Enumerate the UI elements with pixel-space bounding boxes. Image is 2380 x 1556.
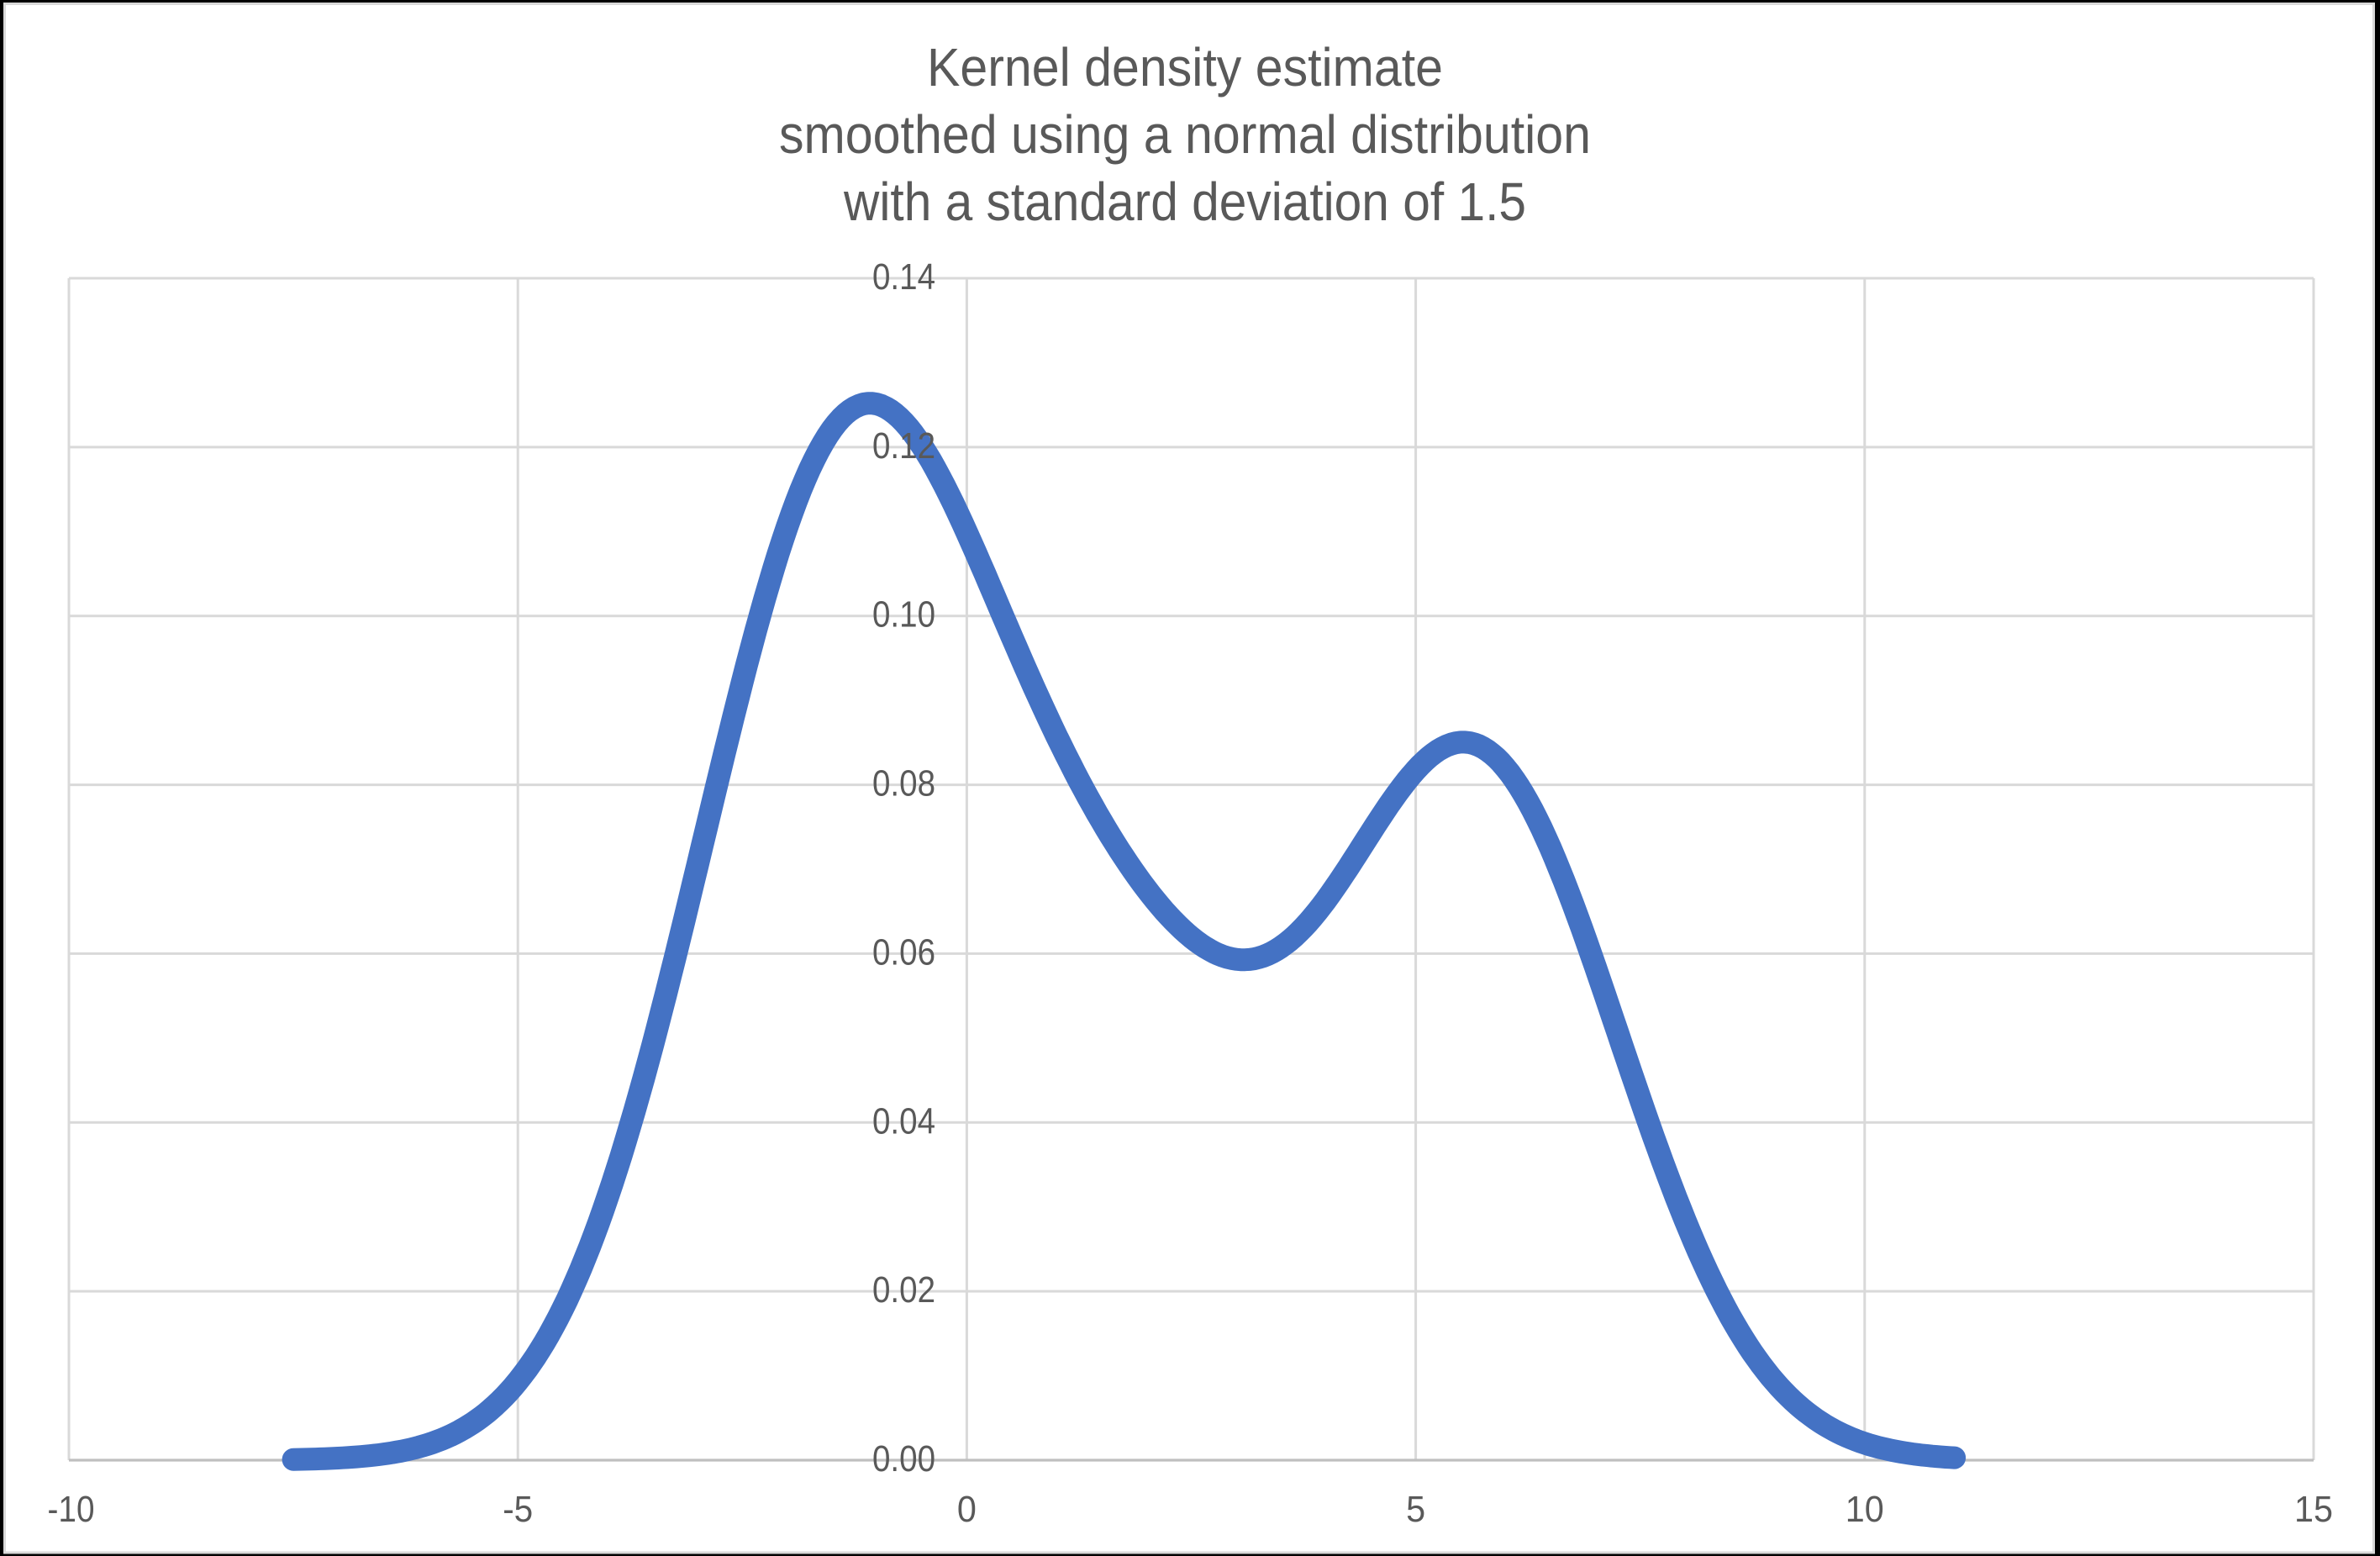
svg-text:smoothed using a normal distri: smoothed using a normal distribution [779,104,1591,165]
svg-text:Kernel density estimate: Kernel density estimate [927,37,1443,98]
svg-text:0.06: 0.06 [872,931,935,973]
svg-text:0.10: 0.10 [872,594,935,636]
svg-text:0.00: 0.00 [872,1438,935,1480]
svg-text:0.08: 0.08 [872,763,935,804]
svg-text:0: 0 [957,1489,977,1530]
svg-text:10: 10 [1846,1489,1884,1530]
svg-text:with a standard deviation of 1: with a standard deviation of 1.5 [843,171,1526,232]
svg-text:-10: -10 [48,1489,95,1530]
svg-text:0.12: 0.12 [872,425,935,467]
svg-text:0.04: 0.04 [872,1100,935,1142]
svg-text:0.02: 0.02 [872,1269,935,1311]
svg-text:15: 15 [2294,1489,2333,1530]
svg-text:-5: -5 [503,1489,533,1530]
svg-text:0.14: 0.14 [872,256,935,298]
svg-text:5: 5 [1406,1489,1425,1530]
